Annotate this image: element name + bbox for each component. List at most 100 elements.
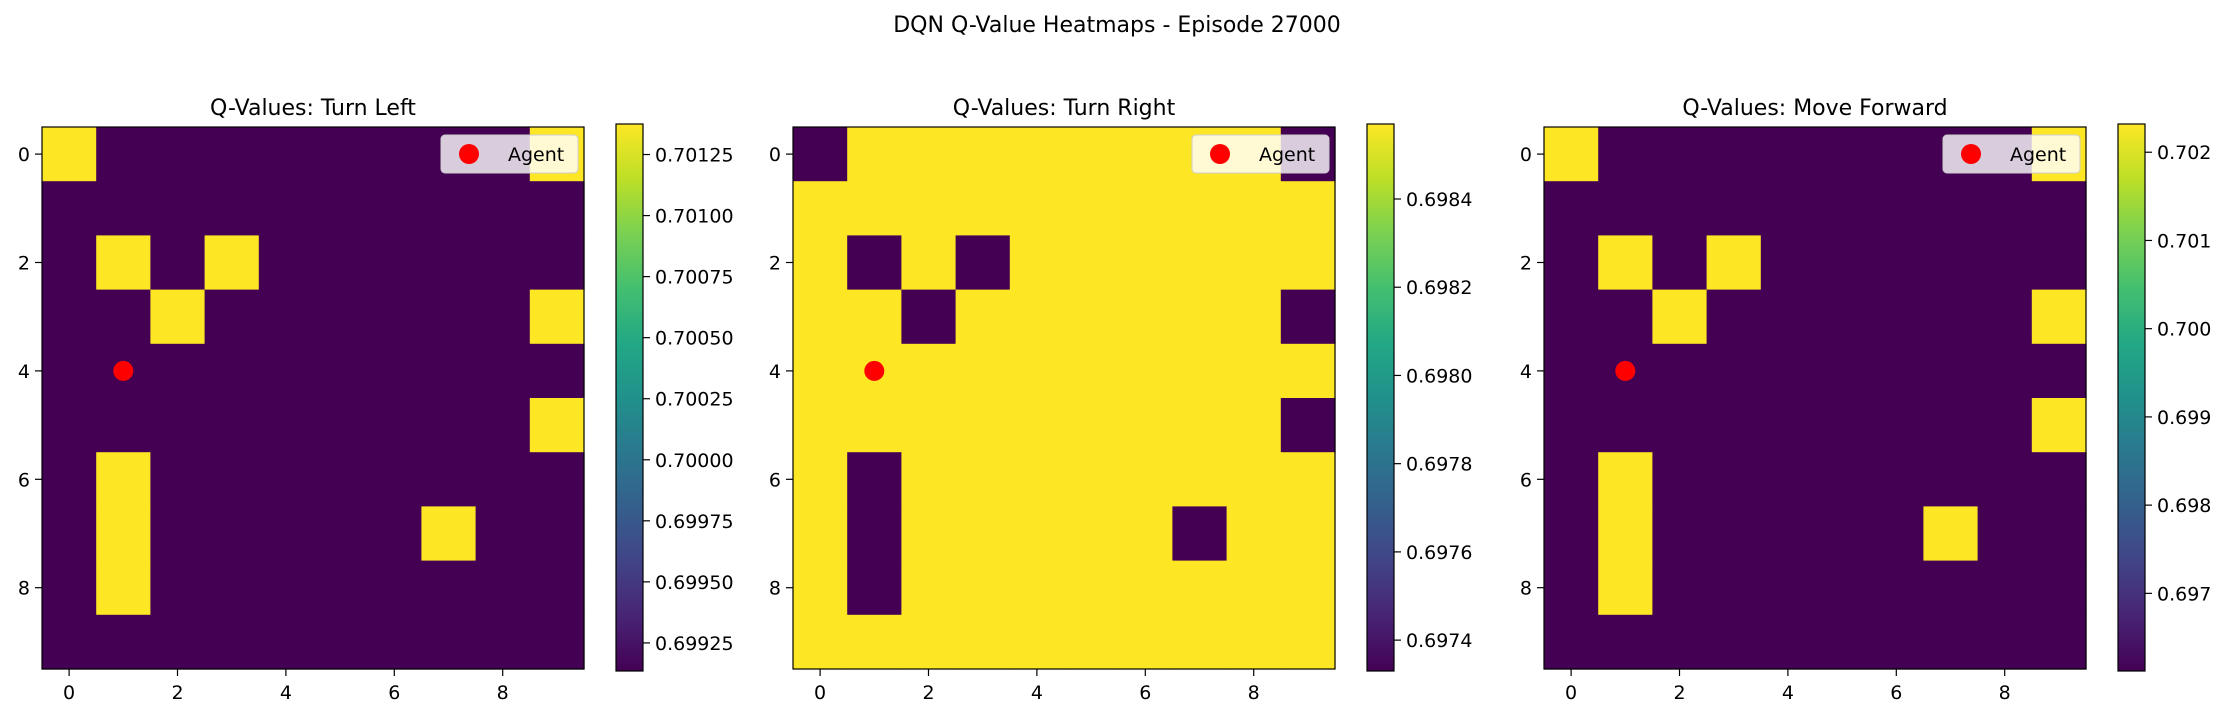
heatmap-cell — [475, 506, 531, 562]
heatmap-cell — [793, 289, 848, 345]
heatmap-cell — [1652, 235, 1708, 291]
heatmap-cell — [204, 343, 260, 399]
heatmap-cell — [96, 235, 151, 291]
colorbar-tick-label: 0.6978 — [1406, 454, 1472, 476]
colorbar-frame — [615, 123, 644, 672]
heatmap-cell — [1760, 452, 1816, 507]
heatmap-cell — [204, 398, 260, 453]
heatmap-cell — [475, 452, 531, 507]
heatmap-cell — [1977, 235, 2033, 291]
legend-box — [440, 134, 579, 174]
heatmap-cell — [1172, 452, 1228, 507]
heatmap-cell — [901, 127, 957, 182]
heatmap-cell — [475, 289, 531, 345]
heatmap-cell — [96, 506, 151, 562]
heatmap-cell — [1706, 560, 1762, 616]
heatmap-cell — [1118, 235, 1173, 291]
heatmap-cell — [150, 235, 206, 291]
heatmap-cell — [1598, 181, 1653, 236]
heatmap-cell — [529, 614, 585, 670]
heatmap-cell — [96, 289, 151, 345]
x-tick-label: 0 — [63, 682, 75, 704]
heatmap-cell — [150, 614, 206, 670]
colorbar-tick-label: 0.69950 — [655, 572, 734, 594]
heatmap-cell — [793, 560, 848, 616]
heatmap-cell — [1869, 452, 1924, 507]
colorbar-tick-label: 0.70025 — [655, 389, 734, 411]
heatmap-cell — [1544, 506, 1599, 562]
heatmap-cell — [367, 398, 422, 453]
heatmap-cell — [150, 289, 206, 345]
heatmap-cell — [1544, 560, 1599, 616]
heatmap-cell — [1544, 127, 1599, 182]
y-tick-label: 8 — [18, 578, 30, 600]
heatmap-cell — [1815, 506, 1870, 562]
figure-title: DQN Q-Value Heatmaps - Episode 27000 — [893, 13, 1341, 38]
heatmap-cell — [367, 506, 422, 562]
heatmap-cell — [529, 398, 585, 453]
heatmap-cell — [955, 398, 1011, 453]
heatmap-cell — [42, 614, 97, 670]
heatmap-cell — [258, 181, 314, 236]
colorbar — [616, 124, 643, 671]
heatmap-cell — [1760, 235, 1816, 291]
heatmap-cell — [421, 289, 477, 345]
x-tick-label: 6 — [1139, 682, 1151, 704]
heatmap-cell — [42, 127, 97, 182]
heatmap-cell — [529, 289, 585, 345]
heatmap-cell — [1064, 560, 1119, 616]
heatmap-cell — [1172, 398, 1228, 453]
heatmap-cell — [1009, 343, 1065, 399]
heatmap-cell — [1923, 506, 1979, 562]
panel-title: Q-Values: Move Forward — [1682, 96, 1947, 121]
heatmap-cell — [42, 181, 97, 236]
heatmap-cell — [421, 398, 477, 453]
heatmap-cell — [1226, 398, 1282, 453]
heatmap-cell — [1544, 181, 1599, 236]
heatmap-cell — [1064, 289, 1119, 345]
colorbar-tick-label: 0.6980 — [1406, 365, 1472, 387]
colorbar-tick-label: 0.6984 — [1406, 189, 1472, 211]
heatmap-cell — [1280, 235, 1336, 291]
heatmap-cell — [1009, 127, 1065, 182]
heatmap-cell — [1869, 343, 1924, 399]
heatmap-cell — [42, 289, 97, 345]
heatmap-cell — [313, 343, 368, 399]
heatmap-cell — [150, 506, 206, 562]
heatmap-cell — [313, 560, 368, 616]
colorbar-tick-label: 0.69975 — [655, 511, 734, 533]
heatmap-cell — [1869, 398, 1924, 453]
y-tick-label: 4 — [769, 361, 781, 383]
legend-label: Agent — [1259, 144, 1315, 166]
y-tick-label: 6 — [769, 469, 781, 491]
heatmap-cell — [421, 614, 477, 670]
colorbar-tick-label: 0.70100 — [655, 206, 734, 228]
heatmap-cell — [1064, 181, 1119, 236]
colorbar-tick-label: 0.697 — [2157, 583, 2211, 605]
axes-frame — [792, 126, 1336, 670]
heatmap-cell — [847, 235, 902, 291]
heatmap-cell — [1977, 614, 2033, 670]
heatmap-cell — [1544, 614, 1599, 670]
heatmap-cell — [258, 235, 314, 291]
heatmap-cell — [1598, 289, 1653, 345]
heatmap-cell — [1172, 506, 1228, 562]
heatmap-cell — [204, 506, 260, 562]
heatmap-cell — [1760, 181, 1816, 236]
heatmap-cell — [1706, 181, 1762, 236]
heatmap-cell — [901, 343, 957, 399]
heatmap-cell — [367, 289, 422, 345]
heatmap-cell — [258, 560, 314, 616]
heatmap-cell — [1544, 398, 1599, 453]
heatmap-cell — [1760, 289, 1816, 345]
heatmap-cell — [42, 506, 97, 562]
heatmap-cell — [1598, 560, 1653, 616]
heatmap-cell — [150, 398, 206, 453]
heatmap-cell — [313, 398, 368, 453]
colorbar-tick-label: 0.6976 — [1406, 542, 1472, 564]
colorbar-tick-label: 0.69925 — [655, 633, 734, 655]
heatmap-cell — [1118, 452, 1173, 507]
heatmap-cell — [1815, 343, 1870, 399]
heatmap-cell — [2031, 506, 2087, 562]
